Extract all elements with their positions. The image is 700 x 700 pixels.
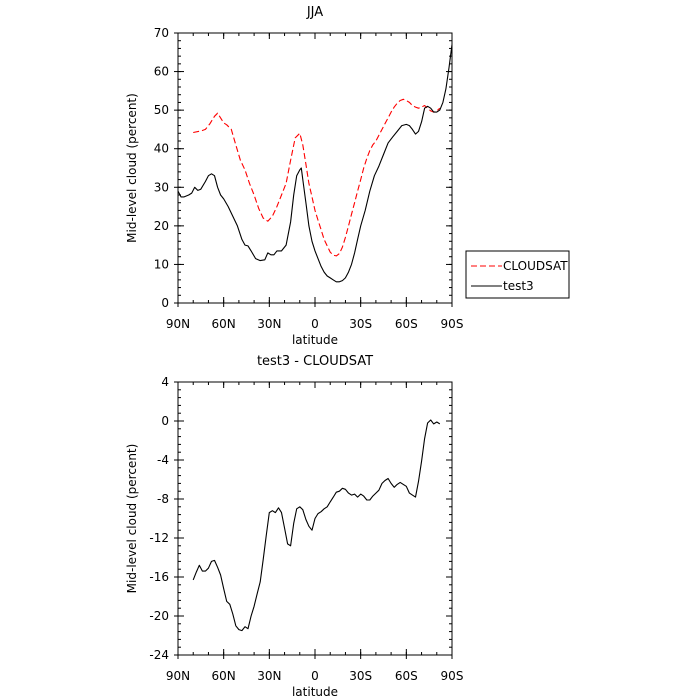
y-tick-label: 4 bbox=[161, 375, 169, 389]
y-tick-label: -24 bbox=[149, 648, 169, 662]
series-line-test3 bbox=[178, 44, 452, 283]
x-tick-label: 60S bbox=[395, 669, 418, 683]
x-tick-label: 60S bbox=[395, 317, 418, 331]
y-tick-label: -4 bbox=[157, 453, 169, 467]
legend: CLOUDSAT test3 bbox=[465, 250, 570, 299]
x-tick-label: 30S bbox=[349, 317, 372, 331]
x-tick-label: 60N bbox=[212, 317, 236, 331]
y-tick-label: -12 bbox=[149, 531, 169, 545]
y-tick-label: -16 bbox=[149, 570, 169, 584]
x-tick-label: 90N bbox=[166, 317, 190, 331]
y-axis-label: Mid-level cloud (percent) bbox=[125, 444, 139, 594]
x-axis-label: latitude bbox=[292, 685, 338, 699]
series-group bbox=[192, 419, 441, 632]
y-axis-label: Mid-level cloud (percent) bbox=[125, 93, 139, 243]
legend-label-test3: test3 bbox=[503, 279, 534, 293]
x-tick-label: 90S bbox=[441, 317, 464, 331]
bottom-panel: 4 0 -4 -8 -12 -16 -20 -24 90N 60N 30N 0 30S 60S 90S tes… bbox=[125, 354, 463, 699]
legend-label-cloudsat: CLOUDSAT bbox=[503, 259, 568, 273]
y-tick-label: 20 bbox=[154, 219, 169, 233]
x-axis-label: latitude bbox=[292, 333, 338, 347]
y-tick-label: 60 bbox=[154, 65, 169, 79]
x-tick-label: 60N bbox=[212, 669, 236, 683]
x-tick-label: 30N bbox=[257, 669, 281, 683]
y-tick-label: 30 bbox=[154, 180, 169, 194]
top-panel: 0 10 20 30 40 50 60 70 90N 60N 30N 0 30S 60S 90S JJA lat… bbox=[125, 5, 463, 347]
x-tick-label: 30N bbox=[257, 317, 281, 331]
y-tick-label: -20 bbox=[149, 609, 169, 623]
top-chart-title: JJA bbox=[306, 5, 323, 20]
x-tick-label: 90S bbox=[441, 669, 464, 683]
y-tick-label: 10 bbox=[154, 257, 169, 271]
series-line-cloudsat bbox=[193, 98, 441, 257]
y-tick-label: 40 bbox=[154, 142, 169, 156]
x-tick-label: 30S bbox=[349, 669, 372, 683]
x-tick-label: 0 bbox=[311, 317, 319, 331]
y-tick-label: 0 bbox=[161, 296, 169, 310]
x-tick-label: 90N bbox=[166, 669, 190, 683]
y-tick-label: 70 bbox=[154, 26, 169, 40]
y-tick-label: -8 bbox=[157, 492, 169, 506]
x-tick-label: 0 bbox=[311, 669, 319, 683]
legend-box bbox=[465, 250, 570, 299]
bottom-chart-title: test3 - CLOUDSAT bbox=[257, 354, 373, 369]
series-group bbox=[178, 44, 452, 283]
series-line-difference bbox=[192, 419, 441, 632]
y-tick-label: 50 bbox=[154, 103, 169, 117]
y-tick-label: 0 bbox=[161, 414, 169, 428]
